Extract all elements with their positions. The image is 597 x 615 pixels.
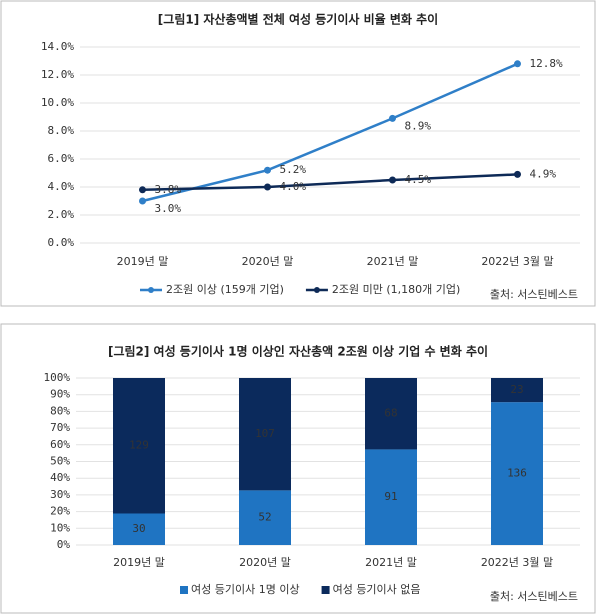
legend-label: 여성 등기이사 없음 [333, 583, 421, 596]
point [389, 176, 396, 184]
legend-marker [313, 287, 320, 293]
data-label: 23 [510, 383, 523, 396]
y-tick-label: 20% [50, 505, 70, 518]
panel-border [0, 323, 596, 614]
point [514, 60, 521, 68]
x-tick-label: 2019년 말 [113, 556, 165, 569]
x-tick-label: 2020년 말 [239, 556, 291, 569]
point [264, 183, 271, 191]
chart-title: [그림2] 여성 등기이사 1명 이상인 자산총액 2조원 이상 기업 수 변화… [108, 344, 488, 359]
y-tick-label: 10.0% [41, 96, 74, 109]
y-tick-label: 4.0% [48, 180, 75, 193]
x-tick-label: 2019년 말 [117, 255, 169, 268]
data-label: 52 [258, 511, 271, 524]
bar-segment [239, 378, 291, 491]
legend-swatch [180, 586, 188, 594]
y-tick-label: 70% [50, 421, 70, 434]
legend-label: 2조원 이상 (159개 기업) [166, 283, 284, 296]
point [514, 170, 521, 178]
y-tick-label: 80% [50, 404, 70, 417]
y-tick-label: 14.0% [41, 40, 74, 53]
legend-swatch [321, 586, 330, 594]
point [389, 114, 396, 122]
x-tick-label: 2022년 3월 말 [481, 255, 553, 268]
x-tick-label: 2021년 말 [365, 556, 417, 569]
data-label: 30 [132, 522, 145, 535]
bar-segment [113, 513, 165, 545]
x-tick-label: 2022년 3월 말 [481, 556, 553, 569]
y-tick-label: 0.0% [48, 236, 75, 249]
y-tick-label: 100% [44, 371, 71, 384]
data-label: 68 [384, 407, 397, 420]
y-tick-label: 2.0% [48, 208, 75, 221]
data-label: 91 [384, 490, 397, 503]
data-label: 129 [129, 439, 149, 452]
data-label: 4.0% [280, 180, 307, 193]
bar-segment [239, 490, 291, 545]
x-tick-label: 2021년 말 [367, 255, 419, 268]
point [139, 186, 146, 194]
point [264, 166, 271, 174]
bar-segment [491, 402, 543, 545]
legend-label: 여성 등기이사 1명 이상 [191, 583, 300, 596]
legend-label: 2조원 미만 (1,180개 기업) [332, 283, 460, 296]
y-tick-label: 40% [50, 471, 70, 484]
y-tick-label: 12.0% [41, 68, 74, 81]
y-tick-label: 50% [50, 455, 70, 468]
data-label: 12.8% [530, 57, 563, 70]
y-tick-label: 10% [50, 521, 70, 534]
bar-segment [365, 449, 417, 545]
data-label: 5.2% [280, 163, 307, 176]
data-label: 4.5% [405, 173, 432, 186]
y-tick-label: 60% [50, 438, 70, 451]
data-label: 136 [507, 467, 527, 480]
source-note: 출처: 서스틴베스트 [490, 590, 578, 603]
data-label: 107 [255, 427, 275, 440]
source-note: 출처: 서스틴베스트 [490, 288, 578, 301]
y-tick-label: 0% [57, 538, 71, 551]
bar-segment [491, 378, 543, 403]
chart-title: [그림1] 자산총액별 전체 여성 등기이사 비율 변화 추이 [158, 12, 438, 27]
data-label: 8.9% [405, 119, 432, 132]
data-label: 4.9% [530, 167, 557, 180]
panel-border [0, 0, 596, 307]
x-tick-label: 2020년 말 [242, 255, 294, 268]
legend-marker [148, 287, 154, 293]
data-label: 3.0% [155, 202, 182, 215]
y-tick-label: 6.0% [48, 152, 75, 165]
line [142, 62, 519, 203]
bar-segment [365, 378, 417, 450]
data-label: 3.8% [155, 183, 182, 196]
y-tick-label: 8.0% [48, 124, 75, 137]
point [139, 197, 146, 205]
line [142, 173, 518, 192]
y-tick-label: 90% [50, 388, 70, 401]
bar-segment [113, 378, 165, 514]
y-tick-label: 30% [50, 488, 70, 501]
